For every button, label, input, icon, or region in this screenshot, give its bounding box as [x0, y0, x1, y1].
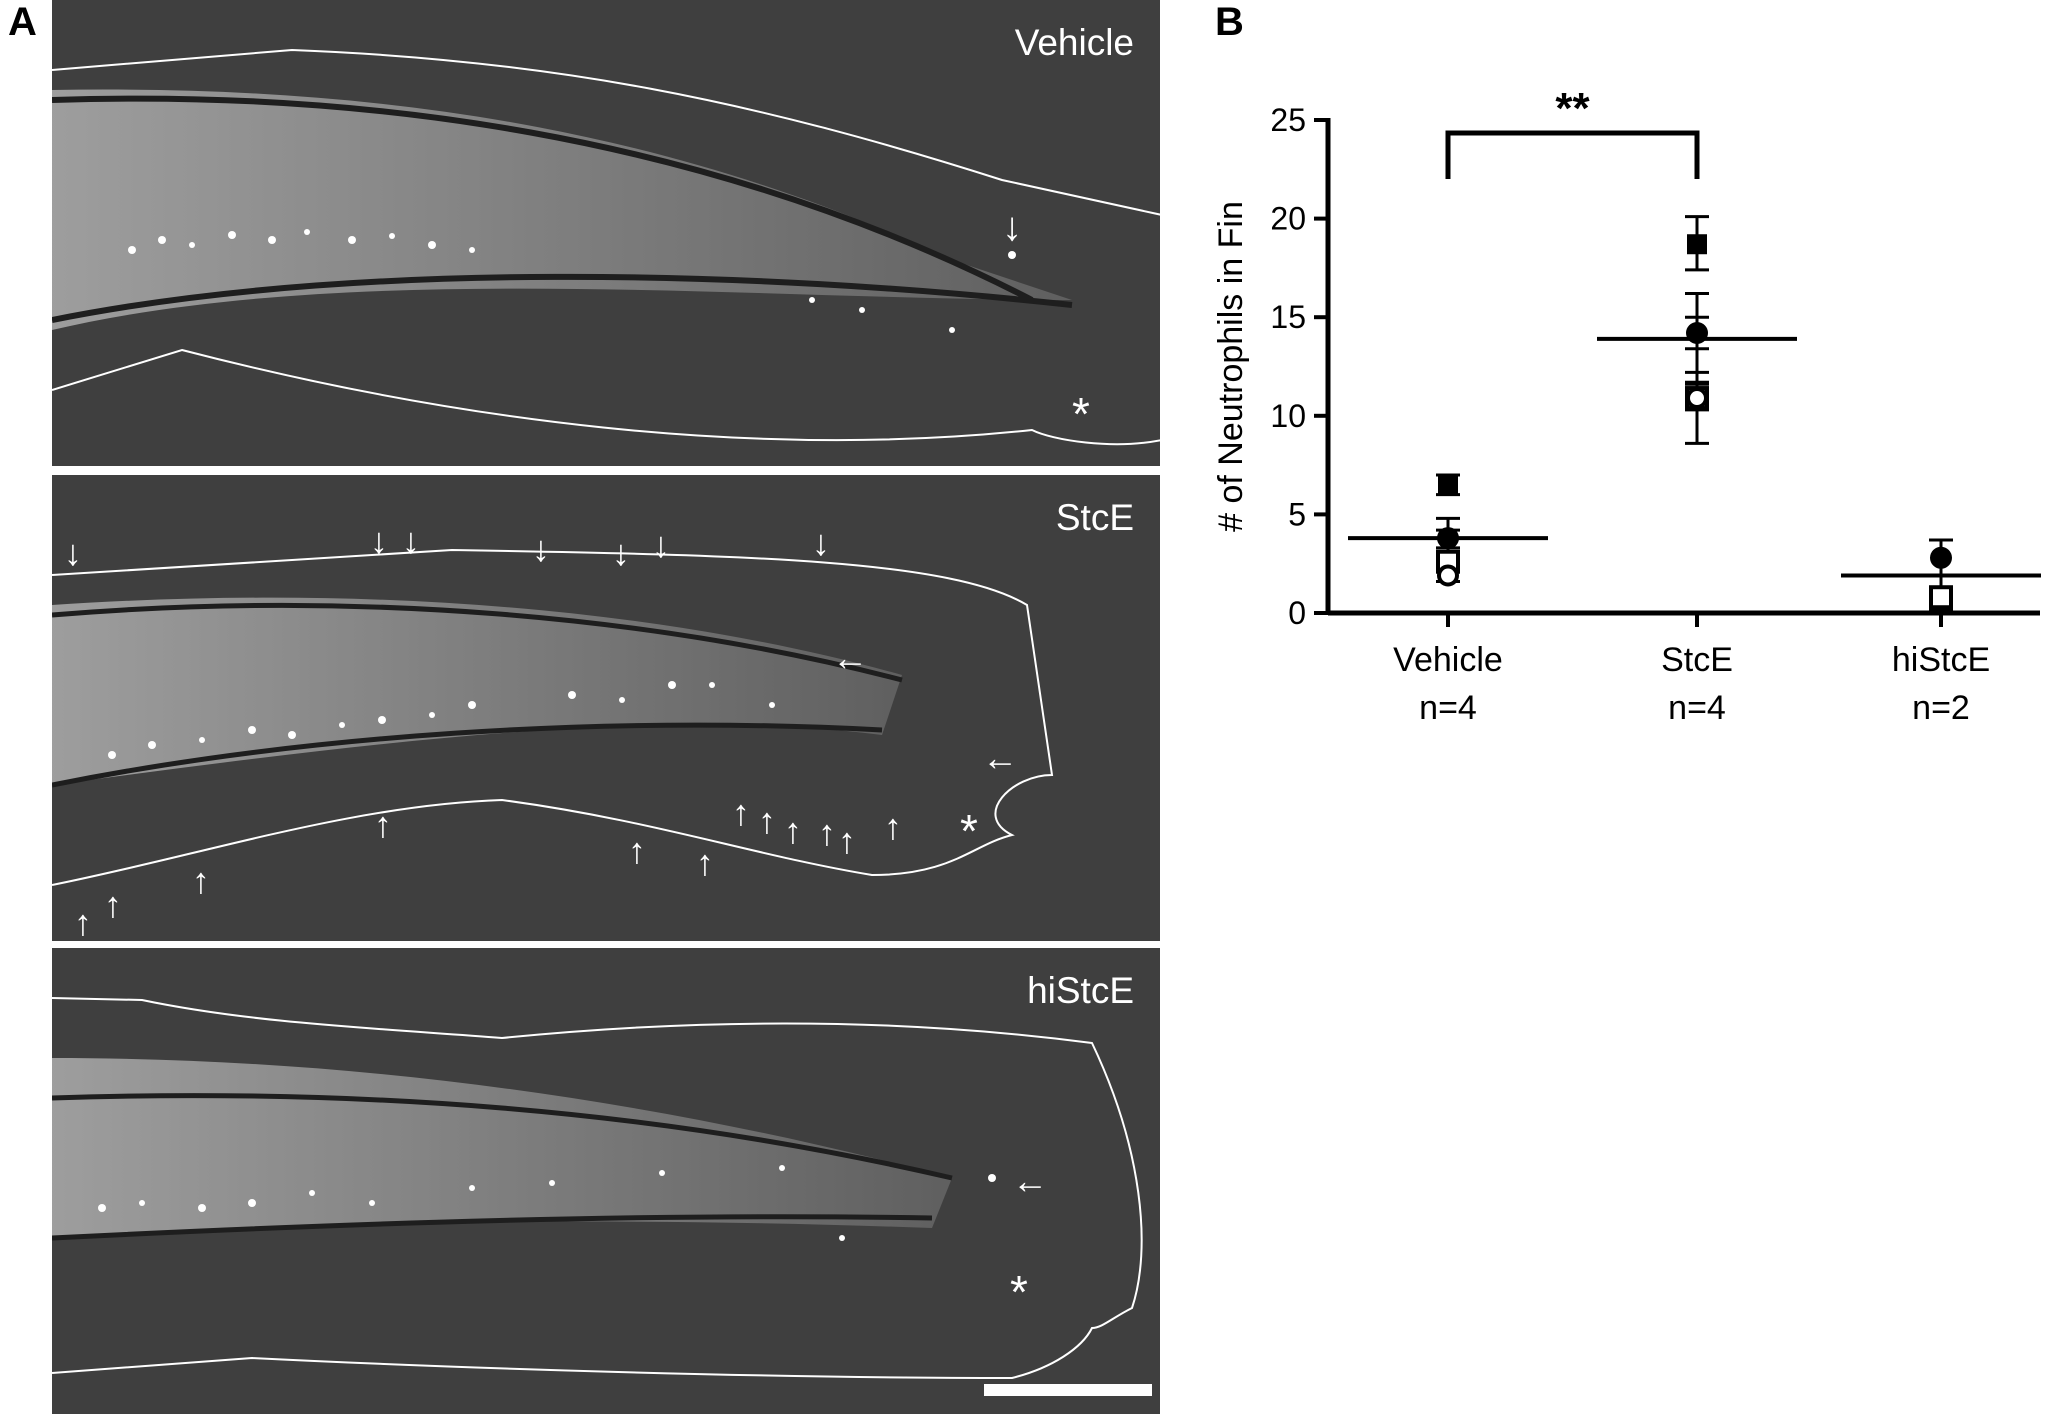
data-point-open-circle: [1686, 387, 1708, 410]
micrograph-histce: ← * hiStcE: [52, 948, 1160, 1414]
arrow-icon: ↑: [74, 902, 92, 941]
x-tick-label: Vehicle: [1393, 641, 1503, 679]
arrow-icon: ↓: [812, 522, 830, 563]
neutrophil-count-chart: 0 5 10 15 20 25 # of Neutrophils in Fin Vehicle…: [1212, 84, 2041, 727]
group-n-label: n=4: [1419, 689, 1477, 727]
x-tick-label: hiStcE: [1892, 641, 1990, 679]
fin-outline: [52, 548, 1054, 886]
panel-a-letter: A: [8, 0, 37, 44]
arrow-icon: ←: [832, 637, 868, 678]
ventral-line: [52, 1214, 933, 1241]
arrow-icon: ↑: [696, 842, 714, 883]
arrow-icon: ↑: [818, 812, 836, 853]
arrow-icon: ↓: [64, 532, 82, 573]
condition-label-histce: hiStcE: [1027, 970, 1134, 1011]
ventral-line: [52, 722, 883, 788]
panel-b-letter: B: [1215, 0, 1244, 44]
arrow-icon: ↓: [1002, 205, 1022, 249]
asterisk-icon: *: [1072, 388, 1090, 440]
arrow-icon: ↓: [652, 524, 670, 565]
data-point-filled-square: [1438, 474, 1458, 495]
micrograph-stce-drawing: ↓ ↓ ↓ ↓ ↓ ↓ ↓ ← ← ↑ ↑ ↑ ↑ ↑ ↑ ↑ ↑ ↑ ↑ ↑ …: [52, 520, 1054, 941]
tail-body: [52, 89, 1072, 330]
data-point-filled-circle: [1686, 321, 1708, 344]
micrograph-stce: ↓ ↓ ↓ ↓ ↓ ↓ ↓ ← ← ↑ ↑ ↑ ↑ ↑ ↑ ↑ ↑ ↑ ↑ ↑ …: [52, 475, 1160, 941]
dorsal-line: [52, 1093, 953, 1181]
neutrophil-spots: [128, 229, 1016, 333]
fin-outline: [52, 48, 1160, 446]
neutrophil-spots: [98, 1165, 996, 1241]
condition-label-vehicle: Vehicle: [1014, 22, 1134, 63]
y-tick-label: 10: [1270, 398, 1306, 434]
arrow-icon: ←: [1012, 1160, 1048, 1201]
data-point-filled-circle: [1930, 546, 1952, 569]
fin-outline: [52, 997, 1143, 1380]
arrow-icon: ↑: [192, 860, 210, 901]
micrograph-vehicle-drawing: ↓ *: [52, 48, 1160, 446]
arrow-icon: ↑: [838, 820, 856, 861]
dorsal-line: [52, 95, 1034, 303]
arrow-icon: ↑: [374, 804, 392, 845]
y-axis-label: # of Neutrophils in Fin: [1212, 201, 1250, 532]
y-tick-label: 25: [1270, 102, 1306, 138]
condition-label-stce: StcE: [1055, 497, 1134, 538]
x-tick-label: StcE: [1661, 641, 1733, 679]
arrow-icon: ↑: [784, 810, 802, 851]
y-tick-label: 15: [1270, 299, 1306, 335]
ventral-line: [52, 273, 1073, 323]
significance-bracket: [1445, 130, 1700, 179]
data-point-filled-square: [1687, 234, 1707, 255]
dorsal-line: [52, 602, 903, 683]
tail-body: [52, 1058, 952, 1238]
significance-label: **: [1555, 84, 1590, 133]
arrow-icon: ↑: [884, 806, 902, 847]
arrow-icon: ↓: [612, 532, 630, 573]
asterisk-icon: *: [960, 805, 978, 857]
neutrophil-spots: [108, 681, 775, 759]
arrow-icon: ↓: [532, 528, 550, 569]
asterisk-icon: *: [1010, 1266, 1028, 1318]
arrow-icon: ↑: [732, 792, 750, 833]
arrow-icon: ↑: [628, 830, 646, 871]
y-tick-label: 0: [1288, 595, 1306, 631]
y-tick-label: 5: [1288, 496, 1306, 532]
arrow-icon-group: ↓ ↓ ↓ ↓ ↓ ↓ ↓ ← ← ↑ ↑ ↑ ↑ ↑ ↑ ↑ ↑ ↑ ↑ ↑ …: [64, 520, 1018, 941]
data-point-open-square: [1929, 585, 1953, 610]
y-tick-label: 20: [1270, 201, 1306, 237]
arrow-icon: ←: [982, 737, 1018, 778]
micrograph-histce-drawing: ← *: [52, 997, 1152, 1396]
arrow-icon: ↓: [370, 520, 388, 561]
data-point-open-circle: [1437, 564, 1459, 587]
arrow-icon: ↓: [402, 520, 420, 561]
arrow-icon: ↑: [758, 800, 776, 841]
arrow-icon: ↑: [104, 884, 122, 925]
micrograph-vehicle: ↓ * Vehicle: [52, 0, 1160, 466]
tail-body: [52, 597, 902, 785]
group-n-label: n=2: [1912, 689, 1970, 727]
group-n-label: n=4: [1668, 689, 1726, 727]
scale-bar: [984, 1384, 1152, 1396]
data-point-filled-circle: [1437, 527, 1459, 550]
